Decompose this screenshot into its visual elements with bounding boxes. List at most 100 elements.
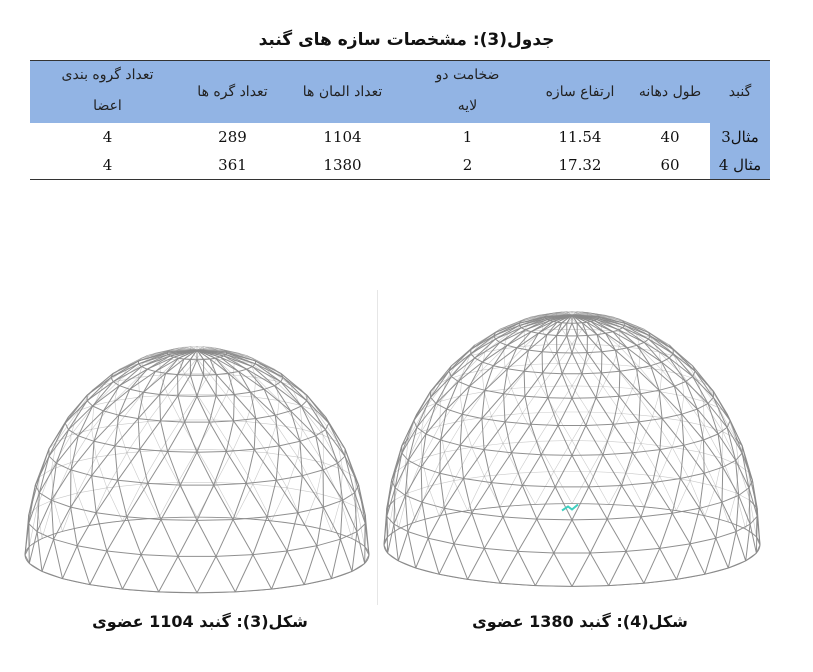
- dome-member-line: [491, 413, 523, 417]
- dome-member-line: [729, 420, 743, 447]
- dome-member-line: [457, 357, 476, 382]
- dome-member-line: [727, 531, 737, 569]
- dome-member-line: [76, 545, 91, 585]
- dome-member-line: [652, 449, 661, 483]
- dome-member-line: [636, 341, 645, 346]
- dome-member-line: [238, 371, 265, 390]
- dome-member-line: [440, 413, 463, 441]
- dome-member-line: [561, 311, 573, 316]
- dome-member-line: [571, 314, 599, 317]
- dome-member-line: [95, 479, 119, 513]
- dome-member-line: [316, 492, 332, 532]
- dome-member-line: [470, 338, 496, 355]
- dome-member-line: [549, 312, 554, 315]
- dome-member-line: [92, 385, 120, 407]
- dome-member-line: [386, 472, 396, 509]
- dome-member-line: [78, 404, 95, 411]
- dome-member-line: [177, 395, 198, 397]
- dome-member-line: [608, 472, 627, 505]
- dome-member-line: [697, 403, 709, 410]
- dome-member-line: [253, 396, 277, 425]
- dome-member-line: [408, 407, 427, 439]
- dome-member-line: [160, 395, 179, 422]
- dome-member-line: [439, 473, 445, 509]
- dome-member-line: [252, 554, 273, 590]
- dome-member-line: [96, 512, 127, 518]
- dome-member-line: [91, 475, 118, 481]
- dome-member-line: [325, 429, 339, 464]
- dome-member-line: [517, 441, 538, 474]
- dome-member-line: [143, 391, 160, 395]
- dome-member-line: [215, 519, 234, 557]
- dome-member-line: [522, 485, 556, 488]
- dome-member-line: [302, 469, 324, 477]
- dome-member-line: [661, 418, 685, 446]
- dome-member-line: [70, 410, 79, 436]
- dome-member-line: [598, 316, 625, 324]
- highlight-marker: [561, 503, 579, 512]
- dome-member-line: [51, 469, 54, 500]
- dome-member-line: [619, 368, 637, 372]
- dome-member-line: [463, 449, 485, 479]
- dome-member-line: [556, 335, 568, 353]
- cell-nodes: 361: [185, 151, 280, 180]
- dome-member-line: [147, 451, 169, 484]
- dome-member-line: [587, 312, 598, 315]
- dome-member-line: [675, 543, 691, 580]
- dome-member-line: [245, 483, 268, 518]
- dome-member-line: [203, 346, 211, 348]
- dome-member-line: [159, 374, 178, 395]
- dome-member-line: [681, 413, 704, 441]
- dome-member-line: [387, 524, 395, 554]
- dome-member-line: [703, 401, 719, 408]
- dome-member-line: [267, 512, 298, 518]
- dome-member-line: [70, 456, 97, 463]
- header-layer-bottom: لایه: [405, 89, 530, 123]
- dome-member-line: [557, 398, 573, 426]
- dome-member-line: [439, 472, 464, 479]
- dome-member-line: [581, 373, 597, 398]
- dome-member-line: [607, 441, 642, 444]
- dome-member-line: [586, 312, 591, 314]
- dome-member-line: [413, 397, 432, 421]
- dome-member-line: [196, 349, 227, 353]
- dome-member-line: [421, 425, 441, 459]
- dome-base-ring: [24, 516, 370, 594]
- dome-member-line: [446, 381, 459, 410]
- dome-member-line: [586, 321, 598, 335]
- dome-member-line: [471, 512, 504, 518]
- dome-member-line: [683, 445, 705, 474]
- dome-member-line: [91, 405, 95, 430]
- dome-member-line: [364, 546, 370, 556]
- dome-member-line: [126, 483, 149, 518]
- dome-member-line: [299, 404, 316, 411]
- dome-member-line: [587, 351, 602, 354]
- dome-member-line: [356, 507, 365, 547]
- dome-member-line: [165, 346, 185, 352]
- dome-member-line: [267, 452, 298, 458]
- dome-member-line: [484, 365, 494, 391]
- dome-member-line: [86, 372, 114, 396]
- dome-member-line: [117, 421, 148, 426]
- dome-member-line: [481, 370, 485, 392]
- dome-member-line: [252, 366, 275, 387]
- dome-member-line: [602, 386, 633, 389]
- dome-member-line: [538, 332, 548, 336]
- dome-member-line: [538, 312, 554, 316]
- dome-member-line: [354, 476, 358, 508]
- dome-member-line: [266, 480, 277, 518]
- dome-member-line: [427, 451, 445, 487]
- dome-member-line: [503, 393, 525, 397]
- dome-member-line: [177, 374, 191, 397]
- dome-member-line: [246, 479, 277, 484]
- dome-member-line: [618, 318, 638, 327]
- dome-member-line: [167, 393, 198, 396]
- dome-member-line: [106, 516, 128, 552]
- dome-member-line: [671, 512, 691, 545]
- dome-member-line: [503, 370, 525, 395]
- dome-member-line: [173, 348, 198, 351]
- dome-member-line: [138, 351, 169, 362]
- dome-member-line: [78, 435, 95, 442]
- dome-member-line: [632, 388, 653, 417]
- dome-member-line: [571, 455, 590, 488]
